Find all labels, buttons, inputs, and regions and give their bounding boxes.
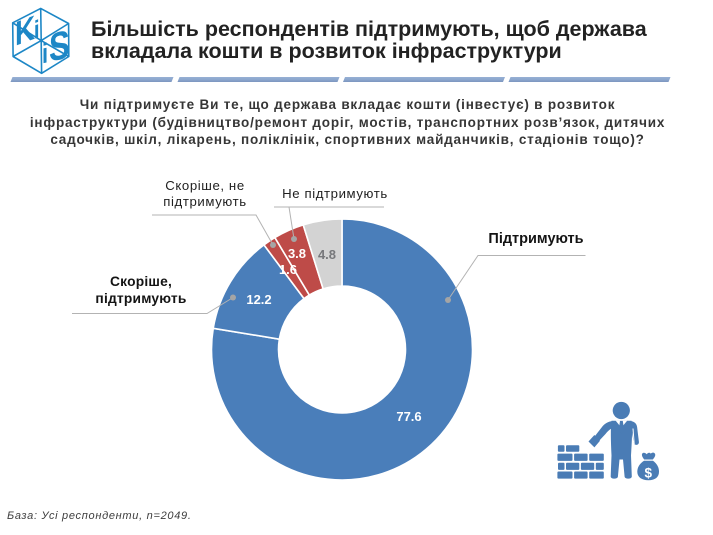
svg-text:K: K (15, 8, 35, 54)
svg-text:S: S (49, 21, 70, 71)
svg-text:i: i (34, 14, 40, 44)
svg-text:i: i (42, 38, 48, 70)
svg-text:$: $ (644, 466, 652, 481)
